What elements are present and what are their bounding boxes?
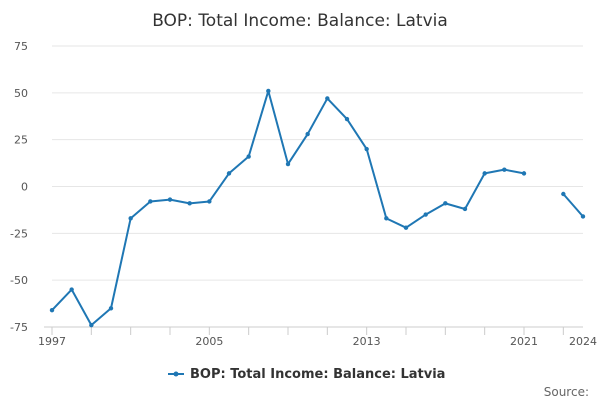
data-point[interactable]	[502, 167, 507, 172]
source-label: Source:	[544, 385, 589, 399]
x-axis: 1997 2005 2013 2021 2024	[38, 326, 597, 348]
data-point[interactable]	[187, 201, 192, 206]
data-point[interactable]	[108, 306, 114, 311]
series-line	[51, 89, 525, 327]
x-tick-label: 2005	[195, 335, 223, 348]
y-tick-label: 75	[14, 40, 28, 53]
chart-title: BOP: Total Income: Balance: Latvia	[152, 11, 448, 31]
series-layer	[49, 88, 586, 328]
data-point[interactable]	[305, 131, 310, 137]
data-point[interactable]	[384, 216, 389, 221]
x-tick-label: 2013	[353, 335, 381, 348]
y-axis-ticks: 75 50 25 0 -25 -50 -75	[10, 40, 28, 334]
data-point[interactable]	[167, 197, 173, 202]
data-point[interactable]	[561, 191, 566, 197]
y-tick-label: 50	[14, 87, 28, 100]
y-tick-label: 0	[21, 181, 28, 194]
data-point[interactable]	[207, 199, 212, 204]
data-point[interactable]	[246, 154, 251, 159]
data-point[interactable]	[364, 146, 369, 152]
data-point[interactable]	[266, 88, 271, 94]
data-point[interactable]	[49, 307, 55, 313]
legend-label: BOP: Total Income: Balance: Latvia	[190, 367, 445, 382]
gridlines	[52, 45, 583, 281]
data-point[interactable]	[403, 225, 409, 230]
data-point[interactable]	[148, 199, 153, 204]
legend-marker	[173, 371, 179, 377]
data-point[interactable]	[443, 201, 448, 206]
data-point[interactable]	[521, 171, 527, 176]
data-point[interactable]	[325, 96, 330, 101]
data-point[interactable]	[580, 214, 586, 219]
data-point[interactable]	[423, 212, 428, 217]
legend[interactable]: BOP: Total Income: Balance: Latvia	[168, 367, 445, 382]
y-tick-label: -75	[10, 321, 28, 334]
x-tick-label: 2024	[569, 335, 597, 348]
series-line	[562, 193, 584, 218]
x-tick-label: 1997	[38, 335, 66, 348]
data-point[interactable]	[89, 322, 94, 328]
data-point[interactable]	[226, 171, 232, 176]
data-point[interactable]	[344, 116, 350, 122]
data-point[interactable]	[128, 216, 133, 221]
data-point[interactable]	[69, 287, 74, 292]
y-tick-label: -50	[10, 274, 28, 287]
y-tick-label: -25	[10, 227, 28, 240]
y-tick-label: 25	[14, 134, 28, 147]
data-point[interactable]	[285, 161, 291, 167]
data-point[interactable]	[482, 171, 487, 176]
data-point[interactable]	[462, 206, 468, 212]
x-tick-label: 2021	[510, 335, 538, 348]
